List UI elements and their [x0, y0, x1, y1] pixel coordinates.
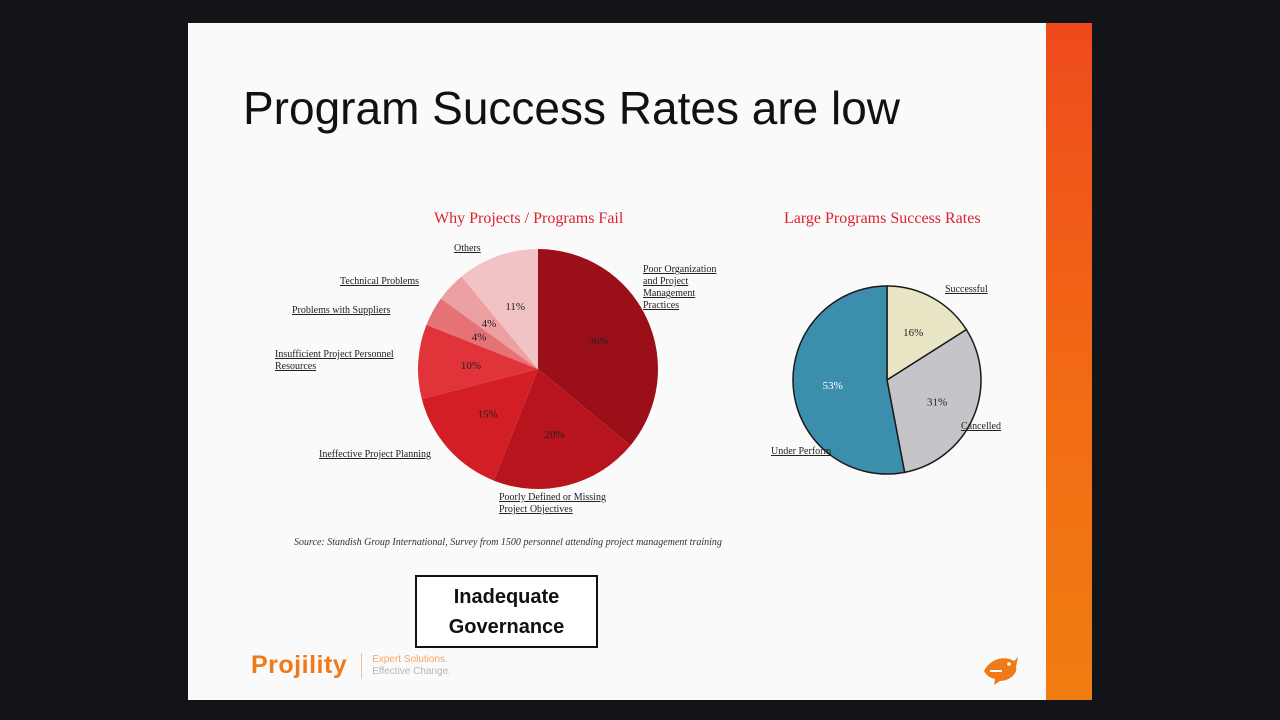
callout-line-2: Governance — [448, 615, 565, 638]
svg-text:Poor Organization: Poor Organization — [643, 264, 716, 275]
svg-text:Cancelled: Cancelled — [961, 421, 1001, 432]
pie-value-poor-organization-and-project-management-practices: 36% — [589, 335, 609, 347]
pie-value-technical-problems: 4% — [482, 318, 497, 330]
pie-slice-technical-problems — [440, 276, 538, 369]
svg-text:Technical Problems: Technical Problems — [340, 276, 419, 287]
chart-title-fail: Why Projects / Programs Fail — [434, 210, 624, 227]
pie-label-technical-problems: Technical Problems — [340, 276, 419, 287]
svg-text:Successful: Successful — [945, 284, 988, 295]
pie-value-others: 11% — [505, 301, 525, 313]
pie-value-successful: 16% — [903, 327, 923, 339]
pie-value-insufficient-project-personnel-resources: 10% — [461, 360, 481, 372]
fish-logo-icon — [984, 657, 1018, 685]
logo-name: Projility — [251, 651, 348, 679]
pie-value-ineffective-project-planning: 15% — [478, 408, 498, 420]
logo-divider — [361, 652, 363, 679]
svg-text:and Project: and Project — [643, 276, 688, 287]
pie-value-poorly-defined-or-missing-project-objectives: 20% — [545, 429, 565, 441]
pie-value-problems-with-suppliers: 4% — [472, 332, 487, 344]
pie-slice-cancelled — [886, 328, 982, 474]
pie-label-problems-with-suppliers: Problems with Suppliers — [292, 305, 390, 316]
accent-bar — [1046, 23, 1092, 700]
pie-slice-poorly-defined-or-missing-project-objectives — [493, 369, 631, 489]
svg-text:Project Objectives: Project Objectives — [499, 504, 573, 515]
projility-logo: Projility Expert Solutions. Effective Ch… — [251, 651, 451, 680]
svg-text:Problems with Suppliers: Problems with Suppliers — [292, 305, 390, 316]
source-note: Source: Standish Group International, Su… — [294, 537, 722, 548]
pie-label-under-perform: Under Perform — [771, 446, 831, 457]
svg-text:Poorly Defined or Missing: Poorly Defined or Missing — [499, 492, 606, 503]
svg-text:Ineffective Project Planning: Ineffective Project Planning — [319, 449, 431, 460]
svg-text:Insufficient Project Personnel: Insufficient Project Personnel — [275, 349, 394, 360]
slide-title: Program Success Rates are low — [243, 82, 901, 134]
pie-label-ineffective-project-planning: Ineffective Project Planning — [319, 449, 431, 460]
logo-tagline-1: Expert Solutions. — [372, 653, 448, 665]
pie-slice-poor-organization-and-project-management-practices — [538, 249, 658, 446]
pie-slice-insufficient-project-personnel-resources — [418, 324, 538, 399]
svg-text:Practices: Practices — [643, 300, 679, 311]
slide: Program Success Rates are low Why Projec… — [188, 23, 1092, 700]
logo-tagline: Expert Solutions. Effective Change. — [372, 654, 451, 678]
pie-slice-others — [461, 249, 538, 369]
governance-callout: Inadequate Governance — [415, 575, 598, 648]
pie-slice-successful — [886, 285, 968, 382]
chart-title-success: Large Programs Success Rates — [784, 210, 981, 227]
logo-tagline-2: Effective Change. — [372, 665, 451, 677]
pie-label-cancelled: Cancelled — [961, 421, 1001, 432]
pie-value-cancelled: 31% — [927, 397, 947, 409]
pie-slice-problems-with-suppliers — [426, 298, 538, 369]
pie-label-successful: Successful — [945, 284, 988, 295]
svg-text:Under Perform: Under Perform — [771, 446, 831, 457]
svg-text:Resources: Resources — [275, 361, 316, 372]
pie-slice-ineffective-project-planning — [421, 369, 538, 481]
svg-text:Others: Others — [454, 243, 481, 254]
pie-label-others: Others — [454, 243, 481, 254]
svg-text:Management: Management — [643, 288, 695, 299]
callout-line-1: Inadequate — [453, 585, 560, 608]
pie-value-under-perform: 53% — [823, 380, 843, 392]
pie-slice-under-perform — [792, 285, 906, 475]
